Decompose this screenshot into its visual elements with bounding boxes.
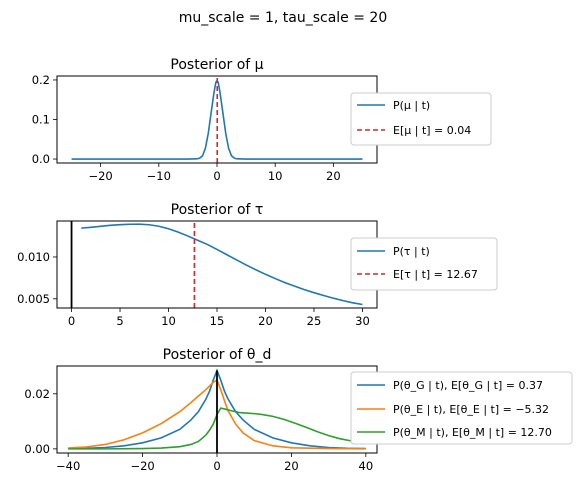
legend-theta: P(θ_G | t), E[θ_G | t] = 0.37 P(θ_E | t)…: [350, 371, 573, 445]
legend-mu-label-1: P(μ | t): [393, 99, 430, 112]
legend-theta-box: [350, 371, 573, 445]
series-line-2-2: [68, 407, 366, 450]
xtick-label-0-0: −20: [88, 169, 112, 183]
subplot-tau-title: Posterior of τ: [171, 202, 264, 218]
series-line-2-1: [68, 378, 366, 450]
xtick-label-1-0: 0: [68, 314, 75, 328]
subplot-theta-ticks: −40 −20 0 20 40 0.00 0.02: [24, 387, 373, 473]
xtick-label-0-3: 10: [268, 169, 283, 183]
ytick-label-2-0: 0.00: [24, 442, 50, 456]
subplot-tau: Posterior of τ 0 5 10 15 20 25 30 0.005 0.010: [17, 202, 378, 328]
subplot-mu-ticks: −20 −10 0 10 20 0.0 0.1 0.2: [32, 73, 341, 183]
legend-mu-box: [350, 92, 492, 146]
xtick-label-1-6: 30: [355, 314, 370, 328]
legend-mu: P(μ | t) E[μ | t] = 0.04: [350, 92, 492, 146]
subplot-theta: Posterior of θ_d −40 −20 0 20 40 0.00 0.02: [24, 347, 378, 473]
xtick-label-1-3: 15: [210, 314, 225, 328]
ytick-label-2-1: 0.02: [24, 387, 50, 401]
subplot-tau-ticks: 0 5 10 15 20 25 30 0.005 0.010: [17, 250, 370, 328]
legend-theta-label-m: P(θ_M | t), E[θ_M | t] = 12.70: [393, 426, 552, 439]
legend-tau-label-2: E[τ | t] = 12.67: [393, 268, 478, 281]
subplot-mu-plot-area: [71, 76, 363, 163]
legend-mu-label-2: E[μ | t] = 0.04: [393, 124, 471, 137]
legend-tau-box: [350, 237, 498, 291]
ytick-label-0-0: 0.0: [32, 152, 50, 166]
figure-suptitle: mu_scale = 1, tau_scale = 20: [179, 10, 387, 26]
xtick-label-2-4: 40: [359, 459, 374, 473]
xtick-label-1-4: 20: [258, 314, 273, 328]
subplot-theta-plot-area: [68, 368, 366, 453]
xtick-label-0-1: −10: [147, 169, 171, 183]
ytick-label-0-2: 0.2: [32, 73, 50, 87]
ytick-label-1-1: 0.010: [17, 250, 50, 264]
subplot-tau-frame: [56, 220, 378, 309]
series-line-1-0: [81, 223, 363, 306]
ytick-label-1-0: 0.005: [17, 292, 50, 306]
xtick-label-0-2: 0: [213, 169, 220, 183]
legend-theta-label-e: P(θ_E | t), E[θ_E | t] = −5.32: [393, 403, 549, 416]
legend-theta-label-g: P(θ_G | t), E[θ_G | t] = 0.37: [393, 379, 543, 392]
ytick-label-0-1: 0.1: [32, 113, 50, 127]
xtick-label-1-1: 5: [116, 314, 123, 328]
xtick-label-1-5: 25: [307, 314, 322, 328]
subplot-mu: Posterior of μ −20 −10 0 10 20 0.0 0.1 0.2: [32, 57, 378, 183]
subplot-theta-title: Posterior of θ_d: [163, 347, 272, 363]
legend-tau: P(τ | t) E[τ | t] = 12.67: [350, 237, 498, 291]
xtick-label-2-3: 20: [284, 459, 299, 473]
xtick-label-0-4: 20: [326, 169, 341, 183]
legend-tau-label-1: P(τ | t): [393, 245, 430, 258]
xtick-label-1-2: 10: [161, 314, 176, 328]
xtick-label-2-0: −40: [56, 459, 80, 473]
xtick-label-2-2: 0: [213, 459, 220, 473]
xtick-label-2-1: −20: [130, 459, 154, 473]
subplot-mu-title: Posterior of μ: [170, 57, 263, 73]
subplot-tau-plot-area: [70, 221, 363, 308]
